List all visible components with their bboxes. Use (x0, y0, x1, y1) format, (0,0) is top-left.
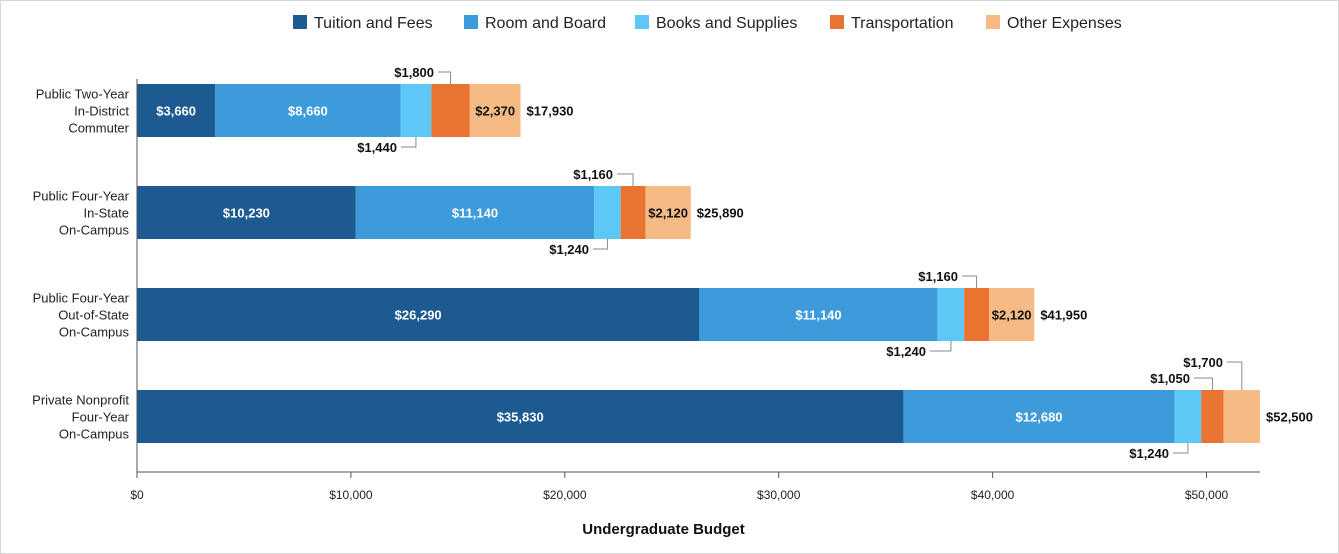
bar-label-3-1: $12,680 (1016, 410, 1063, 425)
legend-label-4: Other Expenses (1007, 15, 1122, 32)
bar-seg-1-0 (137, 186, 356, 239)
callout-line-2-3 (962, 275, 978, 288)
legend-label-0: Tuition and Fees (314, 15, 433, 32)
category-label-2-2: On-Campus (59, 325, 130, 340)
category-label-0-2: Commuter (68, 121, 129, 136)
bar-seg-3-3 (1201, 390, 1224, 443)
legend-label-1: Room and Board (485, 15, 606, 32)
x-tick-label-1: $10,000 (329, 488, 373, 502)
x-tick-label-2: $20,000 (543, 488, 587, 502)
bar-total-0: $17,930 (527, 104, 574, 119)
bar-seg-2-4 (988, 288, 1035, 341)
bar-seg-1-3 (620, 186, 646, 239)
category-label-0-1: In-District (74, 104, 129, 119)
bar-labels: $3,660 $8,660 $2,370 $17,930 $10,230 $11,140 $… (156, 65, 1313, 461)
x-axis: $0 $10,000 $20,000 $30,000 $40,000 $50,000 (130, 79, 1260, 502)
category-label-3-1: Four-Year (72, 410, 130, 425)
bar-seg-3-2 (1174, 390, 1202, 443)
category-label-0-0: Public Two-Year (36, 87, 130, 102)
bar-seg-0-3 (431, 84, 470, 137)
callout-line-3-3 (1194, 377, 1213, 390)
x-tick-label-0: $0 (130, 488, 144, 502)
callout-label-0-2: $1,440 (357, 140, 397, 155)
bar-seg-1-1 (355, 186, 595, 239)
bar-total-3: $52,500 (1266, 410, 1313, 425)
callout-label-0-3: $1,800 (394, 65, 434, 80)
category-label-2-1: Out-of-State (58, 308, 129, 323)
callout-line-3-2 (1173, 443, 1189, 454)
legend-swatch-1 (464, 15, 478, 29)
x-axis-title: Undergraduate Budget (582, 521, 745, 538)
bar-total-1: $25,890 (697, 206, 744, 221)
legend-swatch-3 (830, 15, 844, 29)
bar-seg-3-4 (1223, 390, 1260, 443)
category-label-3-0: Private Nonprofit (32, 393, 129, 408)
bar-label-1-0: $10,230 (223, 206, 270, 221)
callout-line-3-4 (1227, 361, 1243, 390)
category-label-1-2: On-Campus (59, 223, 130, 238)
bar-seg-0-4 (469, 84, 521, 137)
callout-line-2-2 (930, 341, 952, 352)
bar-seg-2-3 (964, 288, 989, 341)
bar-seg-0-0 (137, 84, 216, 137)
callout-label-2-2: $1,240 (886, 344, 926, 359)
bar-seg-1-4 (645, 186, 691, 239)
bar-label-0-0: $3,660 (156, 104, 196, 119)
bar-seg-2-1 (699, 288, 938, 341)
callout-line-0-3 (438, 71, 452, 84)
bar-label-1-4: $2,120 (648, 206, 688, 221)
bar-seg-0-2 (400, 84, 432, 137)
legend-label-2: Books and Supplies (656, 15, 797, 32)
bar-label-3-0: $35,830 (497, 410, 544, 425)
legend-label-3: Transportation (851, 15, 954, 32)
legend-swatch-4 (986, 15, 1000, 29)
callout-label-1-3: $1,160 (573, 167, 613, 182)
legend-swatch-2 (635, 15, 649, 29)
bar-label-2-1: $11,140 (795, 308, 841, 323)
category-label-1-1: In-State (83, 206, 129, 221)
bar-seg-3-0 (137, 390, 904, 443)
bars (137, 84, 1260, 443)
x-tick-label-3: $30,000 (757, 488, 801, 502)
category-label-1-0: Public Four-Year (33, 189, 130, 204)
x-tick-label-4: $40,000 (971, 488, 1015, 502)
legend-swatch-0 (293, 15, 307, 29)
bar-label-0-1: $8,660 (288, 104, 328, 119)
bar-seg-0-1 (215, 84, 401, 137)
callout-label-3-4: $1,700 (1183, 355, 1223, 370)
callout-label-2-3: $1,160 (918, 269, 958, 284)
bar-label-2-4: $2,120 (992, 308, 1032, 323)
bar-seg-2-2 (937, 288, 965, 341)
callout-line-0-2 (401, 137, 417, 148)
category-label-3-2: On-Campus (59, 427, 130, 442)
bar-seg-3-1 (903, 390, 1175, 443)
callout-label-3-2: $1,240 (1129, 446, 1169, 461)
legend: Tuition and Fees Room and Board Books and … (293, 15, 1122, 32)
callout-line-1-3 (617, 173, 634, 186)
bar-seg-1-2 (594, 186, 621, 239)
bar-total-2: $41,950 (1040, 308, 1087, 323)
callout-line-1-2 (593, 239, 608, 250)
bar-label-2-0: $26,290 (395, 308, 442, 323)
bar-label-1-1: $11,140 (452, 206, 498, 221)
bar-label-0-4: $2,370 (475, 104, 515, 119)
category-labels: Public Two-Year In-District Commuter Public… (32, 87, 129, 442)
x-tick-label-5: $50,000 (1185, 488, 1229, 502)
bar-seg-2-0 (137, 288, 700, 341)
callout-label-1-2: $1,240 (549, 242, 589, 257)
callout-label-3-3: $1,050 (1150, 371, 1190, 386)
category-label-2-0: Public Four-Year (33, 291, 130, 306)
